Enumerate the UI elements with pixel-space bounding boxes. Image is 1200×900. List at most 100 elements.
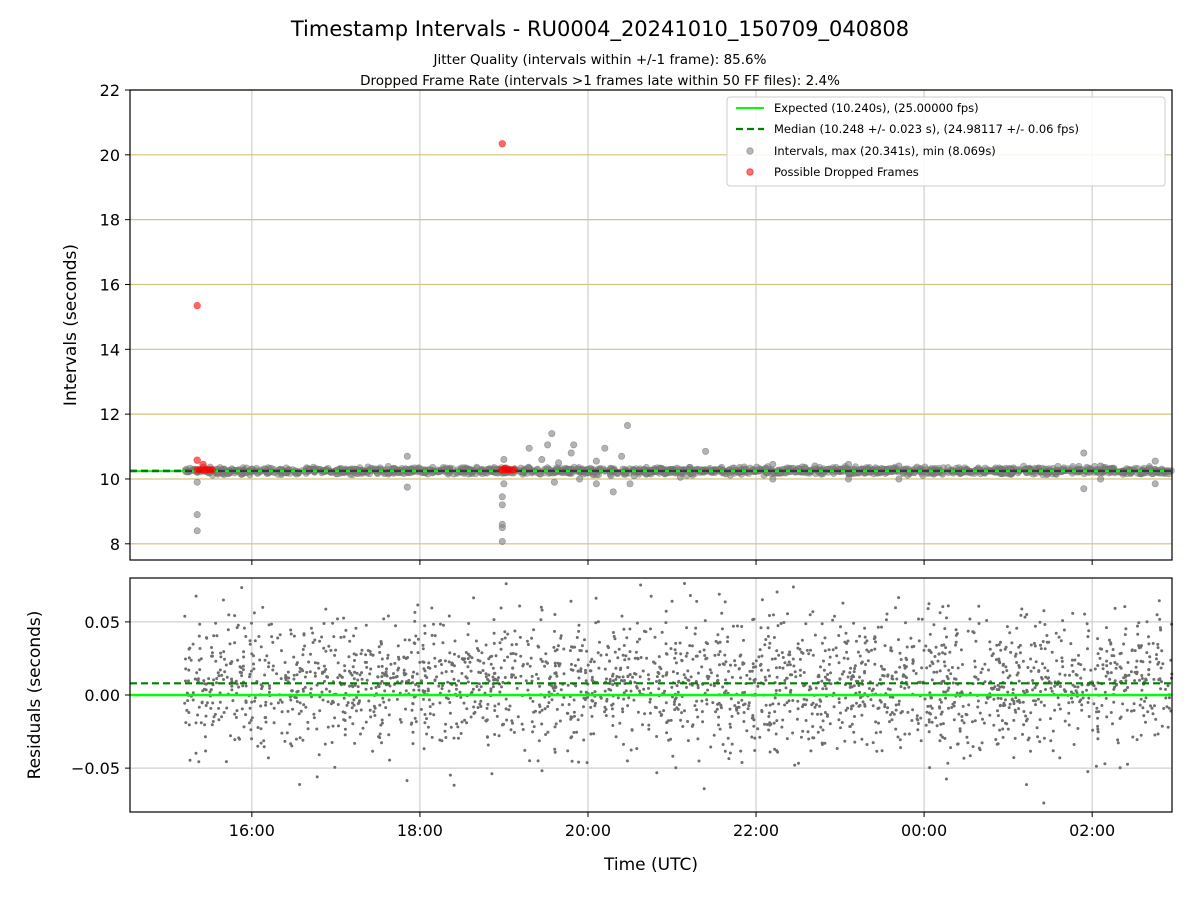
residual-point bbox=[873, 662, 877, 666]
residual-point bbox=[960, 719, 964, 722]
residual-point bbox=[772, 721, 776, 725]
residual-point bbox=[828, 655, 832, 659]
residual-point bbox=[519, 674, 523, 678]
residual-point bbox=[860, 737, 864, 741]
residual-point bbox=[753, 749, 757, 752]
residual-point bbox=[951, 681, 955, 685]
residual-point bbox=[290, 689, 294, 693]
residual-point bbox=[1067, 701, 1071, 705]
residual-point bbox=[492, 631, 496, 635]
residual-point bbox=[787, 699, 791, 703]
residual-point bbox=[748, 677, 752, 681]
residual-point bbox=[530, 636, 534, 640]
residual-point bbox=[1108, 677, 1112, 681]
residual-point bbox=[325, 675, 329, 679]
residual-point bbox=[914, 672, 918, 675]
residual-point bbox=[486, 702, 490, 706]
residual-point bbox=[802, 684, 806, 688]
residual-point bbox=[426, 725, 430, 729]
residual-point bbox=[946, 677, 950, 681]
residual-point bbox=[333, 716, 337, 720]
residual-point bbox=[998, 728, 1002, 732]
residual-point bbox=[387, 713, 391, 717]
residual-point bbox=[312, 716, 316, 720]
residual-point bbox=[573, 645, 577, 649]
residual-point bbox=[201, 689, 205, 693]
residual-point bbox=[518, 635, 522, 639]
residual-point bbox=[217, 674, 221, 678]
residual-point bbox=[412, 670, 416, 674]
residual-point bbox=[469, 669, 473, 673]
residual-point bbox=[976, 699, 980, 703]
residual-point bbox=[219, 655, 223, 659]
residual-point bbox=[356, 685, 360, 689]
residual-point bbox=[1009, 650, 1013, 654]
residual-point bbox=[356, 690, 360, 694]
residual-point bbox=[612, 634, 616, 638]
residual-point bbox=[197, 634, 201, 638]
residual-point bbox=[233, 712, 237, 716]
residual-point bbox=[619, 679, 623, 682]
residual-point bbox=[498, 690, 502, 694]
residual-point bbox=[548, 675, 552, 679]
residual-point bbox=[1025, 690, 1029, 694]
residual-point bbox=[1058, 756, 1062, 760]
residual-point bbox=[616, 656, 620, 660]
interval-outlier-point bbox=[498, 520, 506, 528]
residual-point bbox=[833, 614, 836, 618]
residual-point bbox=[626, 674, 630, 678]
residual-point bbox=[1036, 697, 1040, 701]
residual-point bbox=[1044, 675, 1048, 679]
residual-point bbox=[706, 688, 710, 692]
residual-point bbox=[1101, 667, 1105, 671]
residual-point bbox=[1049, 739, 1053, 743]
residual-point bbox=[428, 666, 432, 670]
residual-point bbox=[609, 688, 613, 692]
residual-point bbox=[611, 679, 615, 683]
residual-point bbox=[353, 670, 356, 674]
residual-point bbox=[1042, 609, 1046, 613]
residual-point bbox=[928, 664, 932, 668]
residual-point bbox=[726, 640, 729, 644]
residual-point bbox=[745, 729, 749, 733]
residual-point bbox=[688, 644, 692, 648]
residual-point bbox=[938, 698, 942, 702]
residual-point bbox=[981, 717, 984, 721]
residual-point bbox=[1017, 679, 1021, 683]
residual-point bbox=[976, 677, 980, 681]
residual-point bbox=[730, 742, 734, 746]
residual-point bbox=[715, 707, 719, 711]
residual-point bbox=[905, 645, 909, 649]
residual-point bbox=[929, 696, 933, 700]
residual-point bbox=[364, 623, 368, 627]
residual-point bbox=[419, 707, 423, 711]
residual-point bbox=[388, 758, 392, 762]
residual-point bbox=[967, 703, 971, 707]
residual-point bbox=[686, 739, 690, 743]
residual-point bbox=[1056, 696, 1060, 700]
residual-point bbox=[897, 699, 901, 703]
residual-point bbox=[317, 666, 321, 670]
residual-point bbox=[1159, 687, 1163, 691]
residual-point bbox=[302, 703, 306, 707]
residual-point bbox=[554, 722, 558, 726]
residual-point bbox=[925, 666, 929, 670]
residual-point bbox=[297, 712, 301, 716]
residual-point bbox=[717, 592, 721, 596]
residual-point bbox=[360, 677, 364, 681]
residual-point bbox=[647, 727, 651, 731]
residual-point bbox=[1053, 684, 1057, 688]
residual-point bbox=[441, 684, 444, 688]
residual-point bbox=[1086, 770, 1090, 774]
residual-point bbox=[266, 756, 270, 760]
residual-point bbox=[1087, 629, 1091, 633]
residual-point bbox=[1042, 801, 1046, 805]
residual-point bbox=[520, 722, 524, 726]
residual-point bbox=[209, 688, 213, 692]
residual-point bbox=[818, 698, 822, 702]
residual-point bbox=[871, 687, 875, 691]
residual-point bbox=[634, 650, 638, 654]
residual-point bbox=[655, 680, 658, 683]
residual-point bbox=[341, 710, 345, 714]
residual-point bbox=[943, 627, 947, 631]
